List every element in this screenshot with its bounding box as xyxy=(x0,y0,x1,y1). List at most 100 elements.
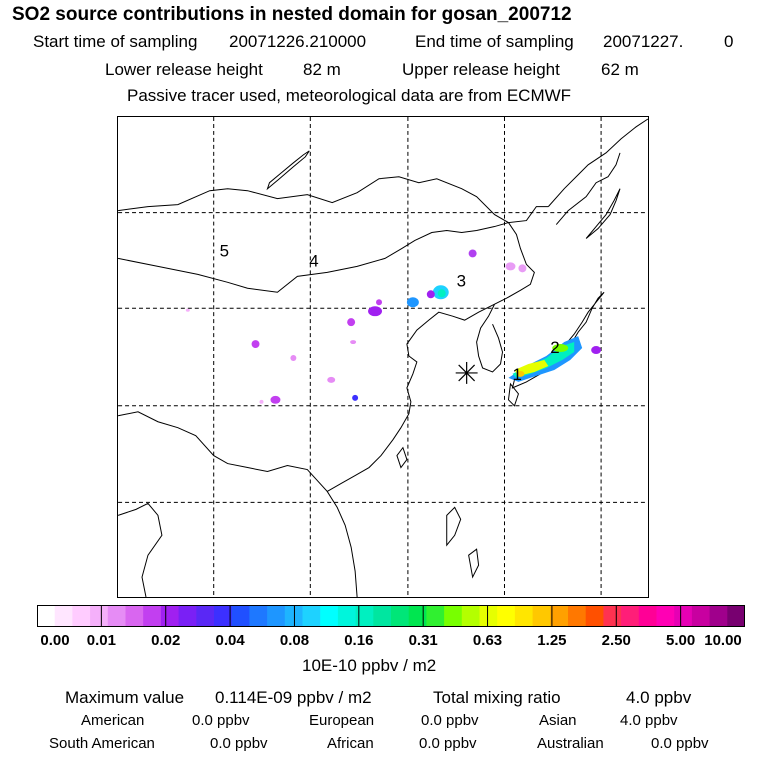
patch xyxy=(437,289,446,298)
region-label-1: 1 xyxy=(512,365,521,384)
colorbar-cell xyxy=(709,605,728,627)
colorbar-cell xyxy=(284,605,303,627)
philippines-south xyxy=(468,548,480,579)
colorbar-cell xyxy=(143,605,162,627)
patch xyxy=(259,399,264,404)
mongolia-south-border xyxy=(118,222,509,293)
colorbar-cell xyxy=(37,605,56,627)
colorbar-tick-label: 0.02 xyxy=(151,632,181,649)
manchuria-border xyxy=(494,222,535,305)
colorbar-tick-label: 0.00 xyxy=(40,632,70,649)
plot-title: SO2 source contributions in nested domai… xyxy=(12,4,572,25)
patch xyxy=(468,249,477,258)
colorbar-cell xyxy=(355,605,374,627)
colorbar-cell xyxy=(656,605,675,627)
colorbar-tick-label: 10.00 xyxy=(704,632,742,649)
patch xyxy=(185,308,190,312)
india-border xyxy=(118,502,163,597)
region-european-label: European xyxy=(309,712,375,729)
colorbar-cell xyxy=(337,605,356,627)
colorbar-cell xyxy=(160,605,179,627)
colorbar xyxy=(37,605,745,627)
sakhalin-coast xyxy=(555,152,621,225)
region-asian-value: 4.0 ppbv xyxy=(620,712,678,729)
land-outlines xyxy=(118,118,648,597)
colorbar-cell xyxy=(320,605,339,627)
total-mixing-value: 4.0 ppbv xyxy=(626,688,692,707)
end-time-label: End time of sampling xyxy=(415,32,574,51)
japan-kyushu xyxy=(507,382,519,407)
region-european-value: 0.0 ppbv xyxy=(421,712,479,729)
japan-hokkaido xyxy=(585,188,621,239)
region-label-2: 2 xyxy=(550,338,559,357)
region-label-4: 4 xyxy=(309,251,318,270)
northern-border xyxy=(118,176,549,224)
colorbar-tick-label: 5.00 xyxy=(666,632,696,649)
region-label-5: 5 xyxy=(220,241,229,260)
patch xyxy=(426,290,435,299)
total-mixing-label: Total mixing ratio xyxy=(433,688,561,707)
colorbar-cell xyxy=(603,605,622,627)
end-time-value: 20071227. xyxy=(603,32,684,51)
colorbar-tick-label: 0.01 xyxy=(86,632,116,649)
patch xyxy=(518,264,527,273)
colorbar-cell xyxy=(231,605,250,627)
lower-height-value: 82 m xyxy=(303,60,341,79)
colorbar-cell xyxy=(638,605,657,627)
colorbar-tick-label: 0.63 xyxy=(472,632,503,649)
colorbar-cell xyxy=(621,605,640,627)
colorbar-cell xyxy=(302,605,321,627)
colorbar-tick-label: 2.50 xyxy=(601,632,631,649)
region-african-value: 0.0 ppbv xyxy=(419,735,477,752)
lower-height-label: Lower release height xyxy=(105,60,263,79)
patch xyxy=(290,355,297,361)
end-time-extra: 0 xyxy=(724,32,734,51)
patch xyxy=(251,340,260,349)
concentration-patches xyxy=(185,249,602,404)
patch xyxy=(347,318,356,327)
colorbar-tick-label: 0.04 xyxy=(215,632,245,649)
patch xyxy=(406,297,419,308)
upper-height-value: 62 m xyxy=(601,60,639,79)
patch xyxy=(505,262,516,271)
southwest-border xyxy=(118,411,358,597)
colorbar-cell xyxy=(444,605,463,627)
colorbar-cell xyxy=(125,605,144,627)
region-australian-label: Australian xyxy=(537,735,604,752)
source-contribution-map: 5 4 3 2 1 xyxy=(117,116,649,598)
colorbar-cell xyxy=(514,605,533,627)
colorbar-tick-label: 0.16 xyxy=(344,632,374,649)
colorbar-cell xyxy=(691,605,710,627)
patch xyxy=(376,299,383,306)
region-american-label: American xyxy=(81,712,145,729)
patch xyxy=(516,370,525,377)
upper-height-label: Upper release height xyxy=(402,60,560,79)
colorbar-cell xyxy=(72,605,91,627)
region-label-3: 3 xyxy=(457,271,466,290)
colorbar-cell xyxy=(178,605,197,627)
philippines xyxy=(446,506,462,547)
patch xyxy=(368,306,383,317)
region-african-label: African xyxy=(327,735,374,752)
colorbar-cell xyxy=(54,605,73,627)
colorbar-cell xyxy=(550,605,569,627)
patch xyxy=(591,346,602,355)
far-east-coast xyxy=(547,118,648,207)
colorbar-cell xyxy=(107,605,126,627)
colorbar-cell xyxy=(267,605,286,627)
colorbar-cell xyxy=(585,605,604,627)
patch xyxy=(327,376,336,383)
korea-peninsula xyxy=(476,303,504,373)
region-asian-label: Asian xyxy=(539,712,577,729)
taiwan xyxy=(396,446,408,469)
colorbar-tick-label: 0.31 xyxy=(408,632,438,649)
colorbar-unit: 10E-10 ppbv / m2 xyxy=(302,656,437,675)
region-south-american-value: 0.0 ppbv xyxy=(210,735,268,752)
colorbar-cell xyxy=(568,605,587,627)
map-grid xyxy=(118,117,648,597)
colorbar-cell xyxy=(214,605,233,627)
colorbar-cell xyxy=(408,605,427,627)
colorbar-cell xyxy=(373,605,392,627)
colorbar-cell xyxy=(249,605,268,627)
start-time-value: 20071226.210000 xyxy=(229,32,367,51)
